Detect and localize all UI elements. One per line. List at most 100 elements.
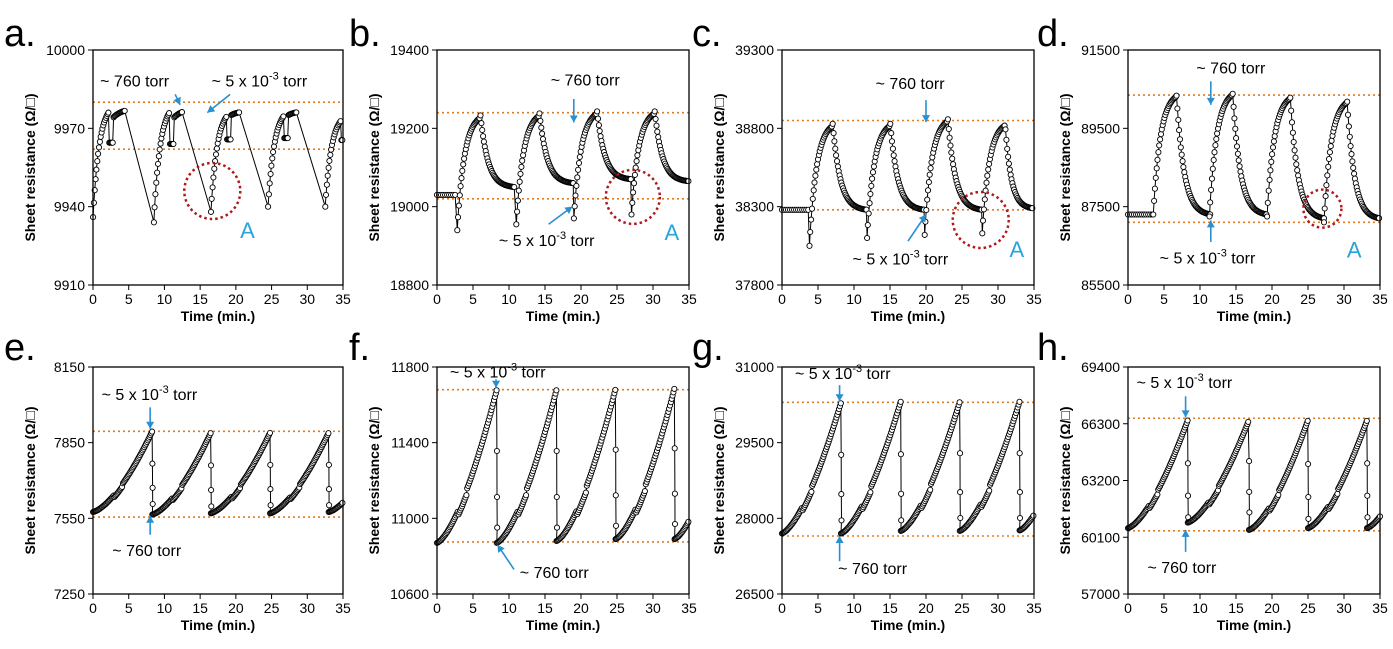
y-tick-label: 29500 xyxy=(735,435,774,451)
x-tick-label: 5 xyxy=(469,291,477,307)
data-point xyxy=(814,161,821,168)
data-point xyxy=(577,148,584,155)
y-tick-label: 66300 xyxy=(1081,416,1120,432)
data-point xyxy=(265,203,272,210)
data-point xyxy=(925,179,932,186)
data-point xyxy=(326,157,333,164)
y-tick-label: 89500 xyxy=(1081,120,1120,136)
annotation-superscript: -3 xyxy=(1217,247,1227,259)
data-point xyxy=(90,199,97,206)
arrow-head-icon xyxy=(569,115,578,123)
data-point xyxy=(949,155,956,162)
x-tick-label: 5 xyxy=(814,600,822,616)
data-point xyxy=(928,159,935,166)
data-point xyxy=(515,187,522,194)
x-tick-label: 10 xyxy=(501,600,517,616)
data-point xyxy=(1288,119,1296,126)
data-point xyxy=(924,196,931,203)
chart-panel-f: f. 0 5 10 15 20 25 30 35 10600 11000 11400 11800 Time… xyxy=(349,327,697,633)
y-tick-label: 7550 xyxy=(54,510,85,526)
data-point xyxy=(837,400,844,407)
data-point xyxy=(1289,129,1296,136)
data-point xyxy=(223,113,230,120)
annotation-main: ~ 760 torr xyxy=(112,543,182,560)
data-point xyxy=(1231,115,1238,122)
annotation-main: ~ 5 x 10 xyxy=(1137,375,1194,392)
data-point xyxy=(1325,163,1332,170)
annotation-1: ~ 760 torr xyxy=(551,72,620,123)
y-tick-label: 9940 xyxy=(54,199,85,215)
annotation-tail: torr xyxy=(169,387,198,404)
data-point xyxy=(927,486,934,493)
data-point xyxy=(888,138,896,145)
y-tick-label: 9970 xyxy=(54,120,85,136)
x-tick-label: 30 xyxy=(299,291,315,307)
data-point xyxy=(207,430,214,437)
annotation-2: ~ 760 torr xyxy=(112,515,182,560)
data-point xyxy=(325,486,333,493)
data-point xyxy=(1233,135,1240,142)
data-point xyxy=(921,231,928,238)
x-tick-label: 25 xyxy=(264,291,280,307)
data-point xyxy=(1323,182,1330,189)
annotation-text: ~ 760 torr xyxy=(876,76,946,93)
y-tick-label: 37800 xyxy=(735,277,774,293)
data-point xyxy=(633,158,640,165)
arrow-head-icon xyxy=(1181,529,1190,537)
annotation-2: ~ 760 torr xyxy=(496,544,589,582)
data-point xyxy=(170,140,177,148)
data-point xyxy=(1154,156,1161,163)
data-point xyxy=(671,445,678,452)
y-tick-label: 7250 xyxy=(54,586,85,602)
data-point xyxy=(652,115,659,123)
region-label-a: A xyxy=(665,220,680,245)
x-tick-label: 25 xyxy=(1300,291,1316,307)
annotation-2: ~ 760 torr xyxy=(835,535,908,578)
region-label-a: A xyxy=(1010,237,1025,262)
highlight-circle xyxy=(183,161,242,221)
x-tick-label: 35 xyxy=(1372,600,1388,616)
series-markers xyxy=(778,116,1036,249)
data-point xyxy=(513,221,520,228)
data-point xyxy=(121,107,128,114)
annotation-superscript: -3 xyxy=(269,71,279,83)
data-point xyxy=(630,189,637,196)
annotation-text: ~ 760 torr xyxy=(100,74,170,91)
data-point xyxy=(1328,137,1335,144)
data-point xyxy=(630,180,638,187)
data-point xyxy=(923,206,930,214)
data-point xyxy=(572,192,579,199)
data-point xyxy=(1320,219,1328,226)
annotation-text: ~ 5 x 10-3 torr xyxy=(795,363,891,383)
x-tick-label: 20 xyxy=(228,291,244,307)
x-tick-label: 20 xyxy=(573,291,589,307)
annotation-tail: torr xyxy=(566,233,595,250)
data-point xyxy=(149,484,156,491)
data-point xyxy=(594,115,602,122)
y-tick-label: 26500 xyxy=(735,586,774,602)
chart-panel-g: g. 0 5 10 15 20 25 30 35 26500 28000 29500 31000 Time… xyxy=(692,327,1042,633)
annotation-text: ~ 5 x 10-3 torr xyxy=(212,71,308,91)
data-point xyxy=(1334,490,1341,497)
data-point xyxy=(280,113,287,120)
data-point xyxy=(325,461,332,468)
y-tick-label: 7850 xyxy=(54,435,85,451)
x-tick-label: 10 xyxy=(1192,291,1208,307)
data-point xyxy=(956,450,964,457)
data-point xyxy=(582,489,589,496)
data-point xyxy=(536,110,543,117)
data-point xyxy=(459,167,466,174)
data-point xyxy=(1005,160,1012,167)
data-point xyxy=(514,208,521,215)
data-point xyxy=(269,155,276,162)
annotation-2: ~ 5 x 10-3 torr xyxy=(1160,220,1256,267)
data-point xyxy=(1294,167,1301,174)
data-point xyxy=(1327,143,1334,150)
x-tick-label: 30 xyxy=(990,600,1006,616)
x-tick-label: 0 xyxy=(1124,600,1132,616)
data-point xyxy=(813,166,820,173)
x-tick-label: 30 xyxy=(645,291,661,307)
annotation-text: ~ 5 x 10-3 torr xyxy=(450,361,546,381)
y-axis-title: Sheet resistance (Ω/□) xyxy=(1057,93,1073,241)
data-point xyxy=(523,492,530,499)
